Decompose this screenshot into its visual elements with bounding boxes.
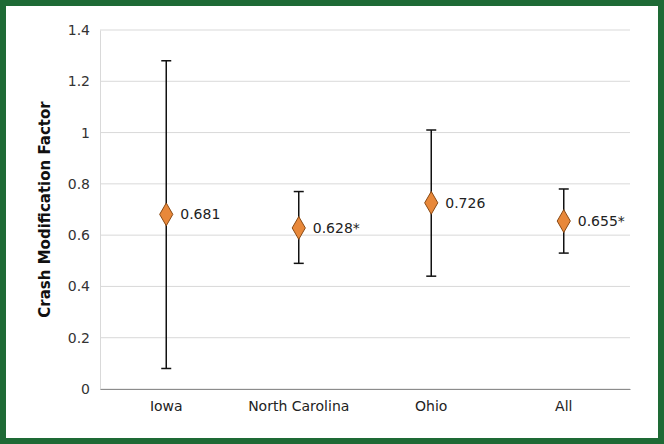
error-bar-cap <box>426 275 436 277</box>
y-tick: 0.4 <box>68 278 100 294</box>
grid-line <box>100 389 630 390</box>
error-bar-cap <box>559 188 569 190</box>
data-label: 0.681 <box>180 206 220 222</box>
error-bar-cap <box>161 368 171 370</box>
error-bar-cap <box>426 129 436 131</box>
error-bar-cap <box>294 263 304 265</box>
y-axis-title: Crash Modification Factor <box>36 101 54 318</box>
x-tick: All <box>555 398 572 414</box>
y-axis-line <box>100 31 101 390</box>
grid-line <box>100 337 630 338</box>
data-labels: 0.681 0.628* 0.726 0.655* <box>180 195 625 236</box>
y-tick: 0.2 <box>68 330 100 346</box>
marks <box>160 61 571 369</box>
y-tick-label: 0.6 <box>68 227 90 243</box>
grid-line <box>100 183 630 184</box>
x-tick-label: Iowa <box>150 398 183 414</box>
point <box>557 210 570 233</box>
error-bar-cap <box>294 191 304 193</box>
data-label: 0.726 <box>445 195 485 211</box>
y-tick: 1 <box>81 125 100 141</box>
point <box>292 217 305 240</box>
y-tick: 0.6 <box>68 227 100 243</box>
grid-line <box>100 132 630 133</box>
x-tick: North Carolina <box>248 398 349 414</box>
y-tick: 1.4 <box>68 22 100 38</box>
x-tick-label: North Carolina <box>248 398 349 414</box>
y-tick-label: 0.8 <box>68 176 90 192</box>
grid-line <box>100 81 630 82</box>
point <box>425 191 438 214</box>
chart: 0 0.2 0.4 0.6 0.8 1 1.2 1.4 Iowa North Carolina Oh… <box>0 0 664 444</box>
x-axis: Iowa North Carolina Ohio All <box>101 390 631 414</box>
y-tick: 1.2 <box>68 73 100 89</box>
x-axis-line <box>101 389 631 390</box>
x-tick-label: Ohio <box>415 398 447 414</box>
frame <box>3 3 661 441</box>
y-tick: 0.8 <box>68 176 100 192</box>
y-tick-label: 1 <box>81 125 90 141</box>
x-tick: Iowa <box>150 398 183 414</box>
plot: 0 0.2 0.4 0.6 0.8 1 1.2 1.4 Iowa North Carolina Oh… <box>68 22 631 414</box>
y-tick: 0 <box>81 381 100 397</box>
y-tick-label: 0 <box>81 381 90 397</box>
y-tick-label: 0.4 <box>68 278 90 294</box>
grid-line <box>100 235 630 236</box>
grid-line <box>100 30 630 31</box>
x-tick: Ohio <box>415 398 447 414</box>
error-bar-cap <box>559 252 569 254</box>
y-tick-label: 1.2 <box>68 73 90 89</box>
point <box>160 203 173 226</box>
data-label: 0.628* <box>313 220 360 236</box>
error-bar-cap <box>161 60 171 62</box>
grid-line <box>100 286 630 287</box>
grid <box>100 30 630 389</box>
y-tick-label: 0.2 <box>68 330 90 346</box>
y-axis: 0 0.2 0.4 0.6 0.8 1 1.2 1.4 <box>68 22 101 397</box>
data-label: 0.655* <box>578 213 625 229</box>
y-tick-label: 1.4 <box>68 22 90 38</box>
x-tick-label: All <box>555 398 572 414</box>
